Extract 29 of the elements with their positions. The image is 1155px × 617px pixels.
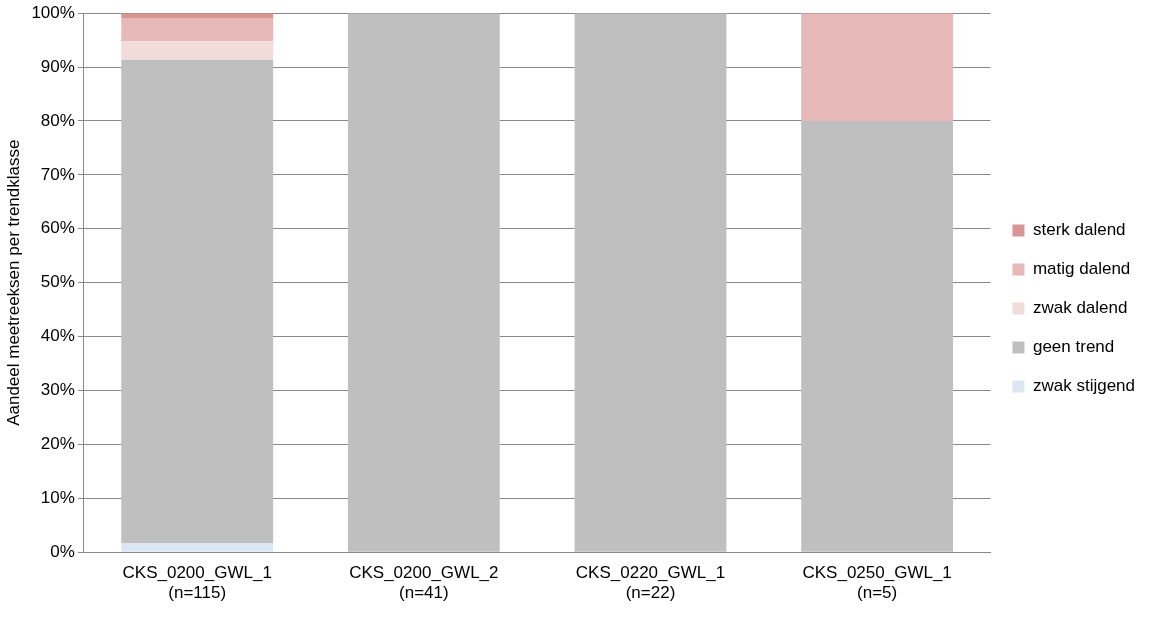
legend-label: zwak stijgend [1032,376,1136,396]
y-tick-label: 10% [40,487,75,507]
x-tick-label: CKS_0220_GWL_1 (n=22) [575,563,726,603]
legend-label: geen trend [1032,337,1115,357]
y-tick-label: 60% [40,218,75,238]
bar [121,543,274,552]
x-tick-label: CKS_0200_GWL_2 (n=41) [349,563,499,603]
y-tick-label: 90% [40,56,75,76]
x-tick-label: CKS_0200_GWL_1 (n=115) [122,563,272,603]
y-tick-label: 80% [40,110,75,130]
x-tick-label: CKS_0250_GWL_1 (n=5) [802,563,952,603]
y-tick-label: 0% [50,541,75,561]
bar [121,18,274,42]
y-tick-label: 30% [40,380,75,400]
bar [121,41,274,61]
y-tick-label: 40% [40,326,75,346]
legend-label: matig dalend [1032,259,1131,279]
bar [121,60,274,544]
y-axis-title: Aandeel meetreeksen per trendklasse [3,139,23,426]
y-tick-label: 50% [40,272,75,292]
y-tick-label: 100% [31,2,75,22]
bar [801,13,954,121]
bar [347,13,500,552]
bar [574,13,727,552]
y-tick-label: 70% [40,164,75,184]
y-tick-label: 20% [40,434,75,454]
legend-label: sterk dalend [1032,220,1126,240]
legend-label: zwak dalend [1032,298,1128,318]
bar [801,121,954,552]
